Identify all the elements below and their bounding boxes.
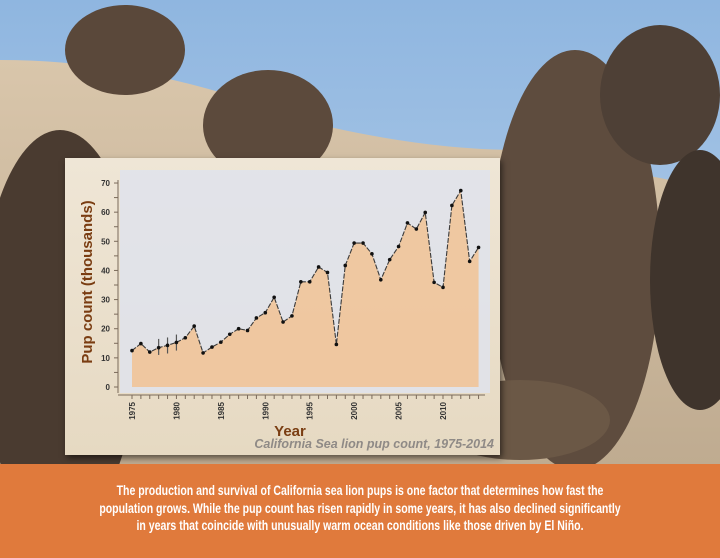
data-point xyxy=(343,263,348,268)
chart-caption: California Sea lion pup count, 1975-2014 xyxy=(254,437,494,451)
data-point xyxy=(299,280,303,284)
data-point xyxy=(414,227,419,231)
y-tick-label: 50 xyxy=(101,237,110,246)
y-tick-label: 20 xyxy=(101,325,110,334)
x-tick-label: 1975 xyxy=(128,401,137,419)
data-point xyxy=(361,241,365,245)
description-line: The production and survival of Californi… xyxy=(116,483,604,498)
description-line: in years that coincide with unusually wa… xyxy=(136,518,584,533)
data-point xyxy=(432,280,436,285)
data-point xyxy=(227,332,232,337)
x-tick-label: 2010 xyxy=(439,401,448,419)
data-point xyxy=(423,210,428,215)
area-fill xyxy=(132,190,479,387)
data-point xyxy=(387,257,392,262)
data-point xyxy=(263,310,268,315)
data-point xyxy=(352,241,356,245)
data-point xyxy=(245,328,250,333)
data-point xyxy=(458,188,463,193)
data-point xyxy=(405,221,410,225)
data-point xyxy=(290,314,294,318)
y-axis-label: Pup count (thousands) xyxy=(79,200,96,363)
data-point xyxy=(210,345,214,349)
x-tick-label: 1980 xyxy=(172,401,181,419)
data-point xyxy=(272,295,276,300)
data-point xyxy=(254,316,259,320)
data-point xyxy=(441,285,445,290)
series-line xyxy=(131,188,480,354)
data-point xyxy=(281,320,285,324)
data-point xyxy=(139,341,143,346)
data-point xyxy=(476,245,481,250)
x-tick-label: 1990 xyxy=(261,401,270,419)
data-point xyxy=(130,348,134,353)
description-line: population grows. While the pup count ha… xyxy=(99,500,621,516)
x-axis-label: Year xyxy=(274,423,306,440)
y-tick-label: 30 xyxy=(101,296,110,305)
x-tick-label: 2000 xyxy=(350,401,359,419)
data-point xyxy=(316,265,321,269)
x-tick-label: 1995 xyxy=(306,401,315,419)
y-tick-label: 70 xyxy=(101,179,110,188)
y-tick-label: 40 xyxy=(101,266,110,275)
data-point xyxy=(156,345,161,350)
data-point xyxy=(396,244,401,249)
data-point xyxy=(307,280,312,284)
description-banner: The production and survival of Californi… xyxy=(0,464,720,558)
x-tick-label: 1985 xyxy=(217,401,226,419)
data-point xyxy=(201,351,205,355)
data-point xyxy=(236,326,241,331)
data-point xyxy=(467,259,472,264)
data-point xyxy=(370,252,374,256)
y-tick-label: 60 xyxy=(101,208,110,217)
y-tick-label: 10 xyxy=(101,354,110,363)
data-point xyxy=(174,340,179,345)
data-point xyxy=(334,342,339,347)
data-point xyxy=(165,343,170,348)
data-point xyxy=(147,350,152,354)
x-tick-label: 2005 xyxy=(395,401,404,419)
data-point xyxy=(450,203,454,208)
data-point xyxy=(379,277,383,282)
data-point xyxy=(325,270,330,275)
data-point xyxy=(183,335,188,340)
description-text: The production and survival of Californi… xyxy=(9,482,711,535)
data-point xyxy=(192,324,197,328)
y-tick-label: 0 xyxy=(106,383,111,392)
data-point xyxy=(219,340,223,344)
